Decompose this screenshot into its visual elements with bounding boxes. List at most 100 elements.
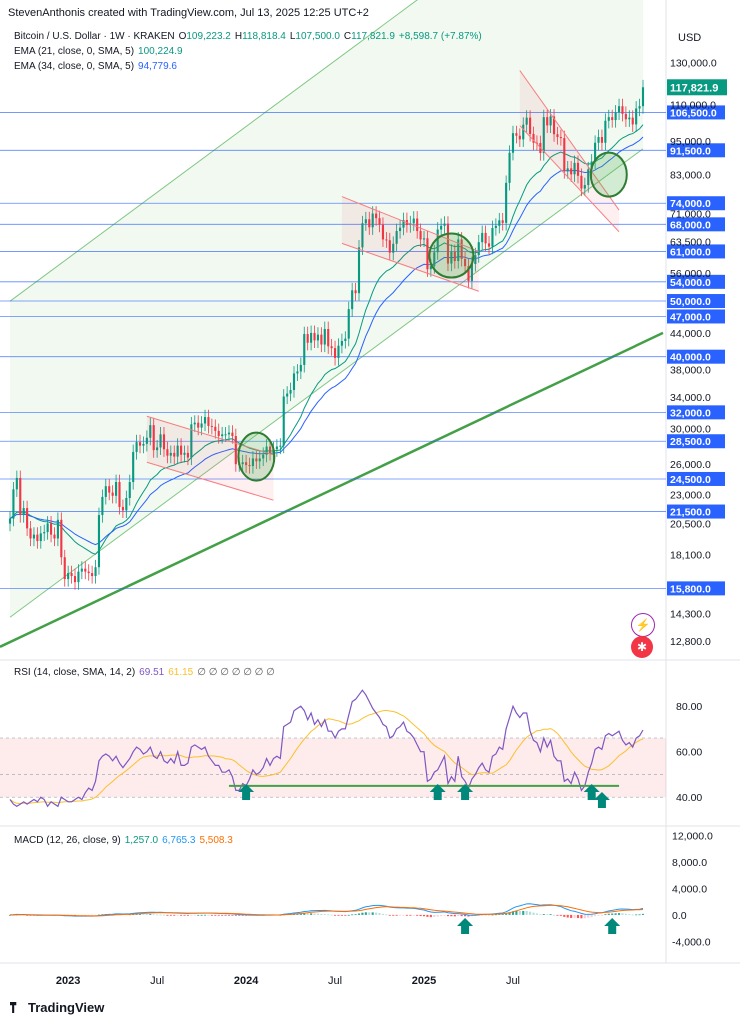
candle-body bbox=[436, 229, 439, 253]
close-value: 117,821.9 bbox=[351, 31, 395, 42]
level-label-box bbox=[667, 581, 725, 596]
candle-body bbox=[77, 571, 80, 583]
candle-body bbox=[289, 389, 292, 394]
macd-histogram-bar bbox=[611, 913, 614, 915]
candle-body bbox=[176, 445, 179, 457]
macd-histogram-bar bbox=[440, 914, 443, 917]
candle-body bbox=[310, 332, 313, 343]
symbol-legend: Bitcoin / U.S. Dollar · 1W · KRAKEN O109,… bbox=[14, 31, 486, 42]
candle-body bbox=[8, 518, 12, 524]
ema21-value: 100,224.9 bbox=[138, 46, 183, 57]
rsi-tick-label: 60.00 bbox=[676, 747, 702, 759]
macd-histogram-bar bbox=[494, 914, 497, 916]
level-label-box bbox=[667, 274, 725, 289]
change-value: +8,598.7 (+7.87%) bbox=[398, 31, 482, 42]
macd-histogram-bar bbox=[405, 914, 408, 916]
candle-body bbox=[399, 227, 402, 232]
macd-histogram-bar bbox=[299, 913, 302, 915]
rsi-extra: ∅ ∅ ∅ ∅ ∅ ∅ ∅ bbox=[197, 667, 275, 678]
macd-histogram-bar bbox=[600, 914, 604, 916]
candle-body bbox=[333, 348, 337, 358]
flag-upper-line bbox=[519, 70, 620, 211]
candle-body bbox=[470, 264, 473, 281]
macd-histogram-bar bbox=[566, 914, 569, 918]
candle-body bbox=[262, 454, 265, 459]
macd-histogram-bar bbox=[429, 914, 432, 918]
macd-histogram-bar bbox=[145, 914, 148, 915]
macd-histogram-bar bbox=[535, 913, 538, 915]
macd-histogram-bar bbox=[173, 914, 176, 916]
macd-histogram-bar bbox=[607, 913, 610, 915]
macd-histogram-bar bbox=[422, 914, 426, 917]
macd-histogram-bar bbox=[573, 914, 576, 918]
flag-fill bbox=[341, 196, 479, 292]
long-term-trendline bbox=[0, 331, 664, 648]
candle-body bbox=[159, 434, 162, 448]
macd-histogram-bar bbox=[357, 913, 361, 915]
candle-body bbox=[203, 417, 207, 424]
candle-body bbox=[624, 113, 627, 120]
macd-histogram-bar bbox=[614, 913, 617, 915]
symbol-title: Bitcoin / U.S. Dollar · 1W · KRAKEN bbox=[14, 31, 175, 42]
candle-body bbox=[515, 133, 518, 136]
candle-body bbox=[115, 482, 118, 496]
price-axis: 130,000.0 110,000.0 95,000.0 83,000.0 71,000… bbox=[670, 58, 717, 648]
level-label-box bbox=[667, 105, 725, 120]
macd-histogram-bar bbox=[638, 914, 641, 916]
trend-channel bbox=[0, 0, 664, 648]
price-tick-label: 130,000.0 bbox=[670, 58, 717, 70]
macd-histogram-bar bbox=[385, 914, 388, 916]
candle-body bbox=[563, 138, 566, 172]
candle-body bbox=[607, 117, 610, 121]
candle-body bbox=[296, 371, 299, 374]
candle-body bbox=[508, 152, 511, 183]
level-label: 68,000.0 bbox=[670, 219, 711, 231]
candle-body bbox=[248, 465, 251, 467]
up-arrow-icon bbox=[238, 784, 255, 800]
currency-label[interactable]: USD bbox=[678, 32, 702, 44]
candle-body bbox=[282, 396, 285, 446]
flag-lower-line bbox=[341, 242, 479, 292]
candle-body bbox=[511, 133, 515, 153]
level-label: 50,000.0 bbox=[670, 296, 711, 308]
price-tick-label: 26,000.0 bbox=[670, 459, 711, 471]
candle-body bbox=[183, 452, 186, 455]
candle-body bbox=[46, 523, 49, 533]
candle-body bbox=[303, 334, 306, 365]
macd-histogram-bar bbox=[84, 914, 87, 916]
candle-body bbox=[378, 218, 381, 225]
candle-body bbox=[525, 117, 528, 125]
candle-body bbox=[357, 247, 361, 294]
candle-body bbox=[402, 219, 405, 228]
candle-body bbox=[440, 225, 443, 230]
macd-histogram-bar bbox=[152, 914, 155, 916]
open-label: O bbox=[178, 31, 187, 42]
macd-histogram-bar bbox=[539, 914, 542, 916]
candle-body bbox=[145, 437, 148, 444]
candle-body bbox=[80, 568, 83, 572]
lightning-icon[interactable]: ⚡ bbox=[631, 613, 655, 637]
candle-body bbox=[26, 508, 29, 529]
macd-histogram-bar bbox=[221, 914, 224, 916]
macd-histogram-bar bbox=[138, 914, 142, 915]
candle-body bbox=[12, 489, 15, 519]
macd-histogram-bar bbox=[207, 914, 210, 916]
price-tick-label: 63,500.0 bbox=[670, 236, 711, 248]
candle-body bbox=[156, 447, 159, 451]
low-value: 107,500.0 bbox=[295, 31, 340, 42]
candle-body bbox=[258, 458, 261, 462]
candle-body bbox=[532, 133, 535, 143]
brand-name: TradingView bbox=[28, 1000, 105, 1015]
macd-histogram-bar bbox=[375, 912, 378, 915]
macd-histogram-bar bbox=[26, 914, 29, 916]
candle-body bbox=[450, 251, 453, 264]
level-label-box bbox=[667, 471, 725, 486]
macd-histogram-bar bbox=[412, 914, 415, 916]
macd-histogram-bar bbox=[631, 914, 634, 916]
macd-histogram-bar bbox=[94, 914, 97, 916]
us-flag-icon[interactable]: ✱ bbox=[631, 636, 653, 658]
candle-body bbox=[169, 452, 172, 456]
breakout-circle bbox=[428, 232, 475, 279]
candle-body bbox=[501, 220, 504, 223]
